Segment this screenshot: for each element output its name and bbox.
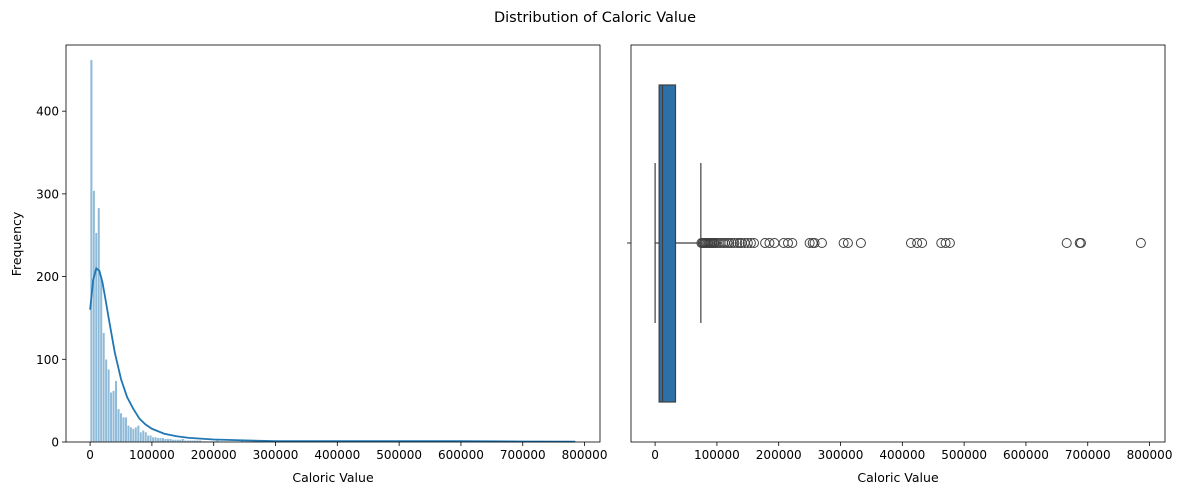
histogram-y-tick-label: 300: [36, 187, 59, 201]
histogram-x-tick-label: 100000: [129, 448, 175, 462]
boxplot-outlier-point: [1075, 238, 1086, 248]
histogram-bar: [166, 438, 170, 443]
boxplot-outlier-point: [1061, 238, 1072, 248]
histogram-bar: [136, 425, 140, 443]
histogram-bar: [134, 426, 138, 443]
boxplot-outlier-point: [905, 238, 916, 248]
kde-curve: [89, 266, 576, 443]
boxplot-axes-frame: [630, 44, 1166, 443]
boxplot-outlier-point: [742, 238, 753, 248]
boxplot-outlier-point: [842, 238, 853, 248]
histogram-x-label: Caloric Value: [292, 470, 374, 485]
histogram-bar: [124, 416, 128, 443]
histogram-bar: [99, 276, 103, 443]
histogram-bar: [109, 392, 113, 443]
histogram-bar: [129, 426, 133, 443]
histogram-bar: [141, 430, 145, 443]
boxplot-outlier-point: [1135, 238, 1146, 248]
histogram-panel: 0 100000 200000 300000 400000 500000 600000 700…: [9, 44, 607, 485]
figure-title: Distribution of Caloric Value: [494, 10, 696, 26]
histogram-x-ticks: 0 100000 200000 300000 400000 500000 600000 700…: [86, 442, 607, 462]
histogram-bar: [156, 437, 160, 443]
boxplot-outlier-point: [804, 238, 815, 248]
boxplot-outlier-point: [917, 238, 928, 248]
histogram-bar: [181, 438, 185, 443]
histogram-bar: [159, 437, 162, 443]
histogram-y-tick-label: 100: [36, 353, 59, 367]
histogram-bar: [126, 425, 130, 443]
histogram-bar: [117, 408, 120, 443]
boxplot-box: [658, 84, 677, 403]
histogram-bar: [146, 435, 150, 443]
histogram-bars: [89, 59, 249, 443]
boxplot-outlier-point: [732, 238, 743, 248]
histogram-bar: [102, 332, 106, 443]
boxplot-x-tick-label: 100000: [694, 448, 740, 462]
boxplot-outlier-point: [745, 238, 756, 248]
histogram-bar: [149, 435, 153, 443]
histogram-x-tick-label: 300000: [253, 448, 299, 462]
histogram-bar: [112, 390, 116, 443]
boxplot-x-tick-label: 200000: [756, 448, 802, 462]
histogram-bar: [169, 438, 172, 443]
boxplot-outlier-point: [809, 238, 820, 248]
boxplot-outlier-point: [724, 238, 735, 248]
histogram-bar: [94, 232, 98, 443]
histogram-x-tick-label: 600000: [438, 448, 484, 462]
histogram-bar: [131, 428, 135, 443]
boxplot-outlier-point: [748, 238, 759, 248]
histogram-bar: [144, 431, 148, 443]
histogram-bar: [89, 59, 93, 443]
boxplot-outliers: [696, 238, 1146, 248]
boxplot-x-ticks: 0 100000 200000 300000 400000 500000 600000 700…: [651, 442, 1172, 462]
histogram-axes-frame: [65, 44, 601, 443]
histogram-bar: [151, 436, 155, 443]
boxplot-body: [654, 84, 702, 403]
boxplot-x-tick-label: 700000: [1065, 448, 1111, 462]
histogram-bar: [92, 190, 96, 443]
boxplot-x-tick-label: 300000: [818, 448, 864, 462]
histogram-x-tick-label: 400000: [314, 448, 360, 462]
histogram-bar: [154, 436, 158, 443]
boxplot-outlier-point: [838, 238, 849, 248]
boxplot-x-tick-label: 400000: [879, 448, 925, 462]
boxplot-panel: 0 100000 200000 300000 400000 500000 600000 700…: [627, 44, 1172, 485]
histogram-x-tick-label: 500000: [376, 448, 422, 462]
histogram-x-tick-label: 200000: [191, 448, 237, 462]
histogram-bar: [119, 412, 123, 443]
histogram-bar: [104, 359, 108, 443]
histogram-bar: [164, 438, 167, 443]
boxplot-outlier-point: [944, 238, 955, 248]
histogram-x-tick-label: 800000: [562, 448, 608, 462]
boxplot-outlier-point: [726, 238, 737, 248]
boxplot-x-tick-label: 800000: [1127, 448, 1173, 462]
histogram-x-tick-label: 700000: [500, 448, 546, 462]
boxplot-outlier-point: [764, 238, 775, 248]
boxplot-outlier-point: [855, 238, 866, 248]
boxplot-outlier-point: [787, 238, 798, 248]
boxplot-outlier-point: [816, 238, 827, 248]
histogram-bar: [97, 207, 101, 443]
boxplot-outlier-point: [940, 238, 951, 248]
boxplot-outlier-point: [729, 238, 740, 248]
histogram-bar: [107, 369, 111, 443]
histogram-y-ticks: 0 100 200 300 400: [36, 105, 66, 450]
boxplot-outlier-point: [782, 238, 793, 248]
boxplot-x-tick-label: 500000: [941, 448, 987, 462]
histogram-bar: [139, 431, 143, 443]
histogram-bar: [161, 437, 165, 443]
histogram-y-label: Frequency: [9, 211, 24, 276]
histogram-y-tick-label: 400: [36, 105, 59, 119]
histogram-bar: [122, 416, 125, 443]
boxplot-x-tick-label: 600000: [1003, 448, 1049, 462]
histogram-x-tick-label: 0: [86, 448, 94, 462]
histogram-y-tick-label: 200: [36, 270, 59, 284]
boxplot-outlier-point: [912, 238, 923, 248]
boxplot-x-label: Caloric Value: [857, 470, 939, 485]
boxplot-x-tick-label: 0: [651, 448, 659, 462]
histogram-y-tick-label: 0: [51, 436, 59, 450]
histogram-bar: [114, 380, 118, 443]
